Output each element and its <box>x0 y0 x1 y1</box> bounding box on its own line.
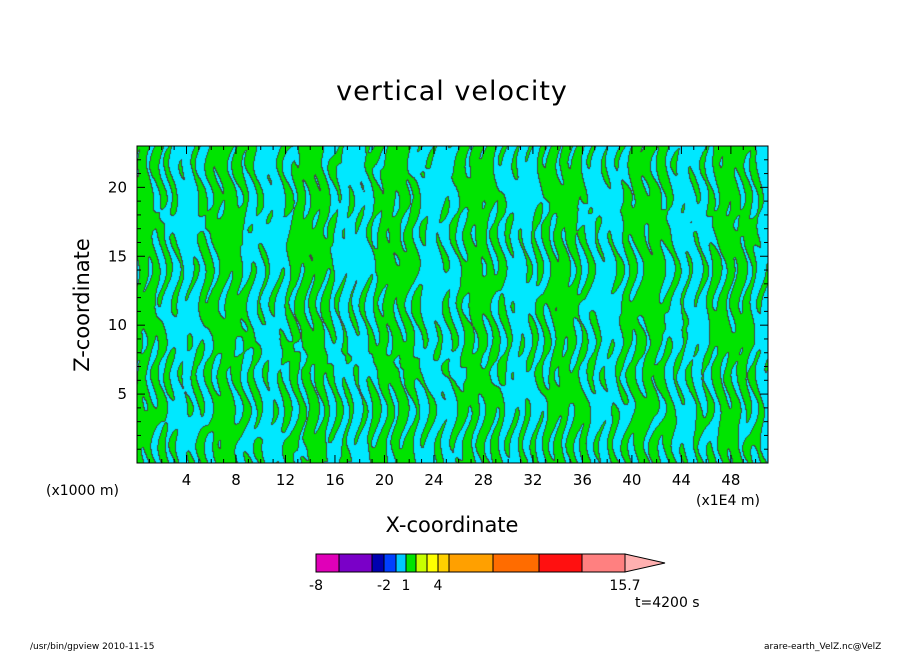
y-tick-label: 10 <box>108 316 127 334</box>
colorbar-bin <box>426 553 439 573</box>
x-tick-label: 44 <box>672 471 691 489</box>
y-tick-label: 20 <box>108 178 127 196</box>
footer-source-file: arare-earth_VelZ.nc@VelZ <box>764 642 882 652</box>
colorbar-bin <box>338 553 373 573</box>
y-axis-ticks: 5 10 15 20 <box>108 159 768 450</box>
plot-area <box>137 146 768 463</box>
colorbar-bin <box>581 553 626 573</box>
colorbar-tick-label: 15.7 <box>609 578 640 594</box>
colorbar-tick-label: 1 <box>402 578 411 594</box>
plot-frame <box>136 145 769 464</box>
colorbar-bin <box>448 553 494 573</box>
footer-program-date: /usr/bin/gpview 2010-11-15 <box>30 642 155 652</box>
y-tick-label: 15 <box>108 247 127 265</box>
colorbar-bin <box>383 553 397 573</box>
colorbar-bin <box>415 553 428 573</box>
colorbar-tick-label: -2 <box>377 578 391 594</box>
x-axis-ticks: 4 8 12 16 20 24 28 32 36 40 44 48 <box>148 146 757 489</box>
contour-field <box>137 146 768 463</box>
y-tick-label: 5 <box>117 385 127 403</box>
x-tick-label: 32 <box>523 471 542 489</box>
colorbar: -8 -2 1 4 15.7 <box>309 553 666 594</box>
x-tick-label: 8 <box>231 471 241 489</box>
y-axis-unit: (x1000 m) <box>46 483 119 499</box>
x-tick-label: 20 <box>375 471 394 489</box>
chart-title: vertical velocity <box>336 76 568 107</box>
colorbar-tick-label: -8 <box>309 578 323 594</box>
x-tick-label: 24 <box>424 471 443 489</box>
colorbar-extend-arrow <box>624 553 666 573</box>
colorbar-bin <box>405 553 417 573</box>
x-tick-label: 28 <box>474 471 493 489</box>
x-tick-label: 48 <box>721 471 740 489</box>
x-tick-label: 12 <box>276 471 295 489</box>
colorbar-bin <box>538 553 583 573</box>
time-label: t=4200 s <box>635 595 700 611</box>
colorbar-tick-label: 4 <box>434 578 443 594</box>
colorbar-bin <box>315 553 340 573</box>
colorbar-bin <box>437 553 450 573</box>
x-tick-label: 4 <box>182 471 192 489</box>
colorbar-bin <box>492 553 540 573</box>
x-tick-label: 36 <box>573 471 592 489</box>
x-axis-label: X-coordinate <box>385 513 519 537</box>
x-tick-label: 40 <box>622 471 641 489</box>
colorbar-bin <box>371 553 385 573</box>
colorbar-bin <box>395 553 407 573</box>
x-axis-unit: (x1E4 m) <box>696 493 760 509</box>
x-tick-label: 16 <box>325 471 344 489</box>
